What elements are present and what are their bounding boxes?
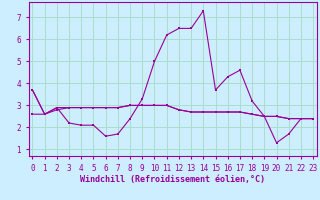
X-axis label: Windchill (Refroidissement éolien,°C): Windchill (Refroidissement éolien,°C) [80, 175, 265, 184]
